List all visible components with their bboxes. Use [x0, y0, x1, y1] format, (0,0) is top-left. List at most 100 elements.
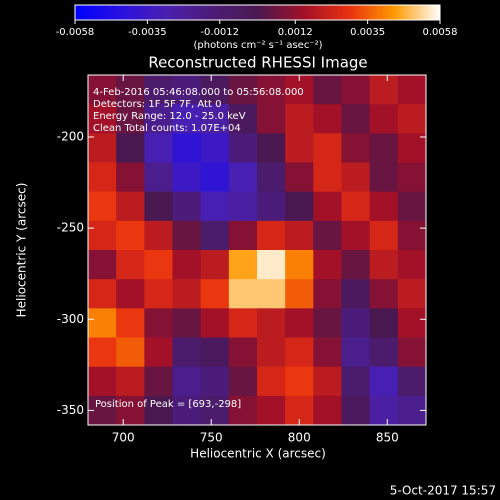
- heatmap-cell: [116, 250, 145, 280]
- heatmap-cell: [369, 162, 399, 193]
- heatmap-cell: [285, 220, 314, 251]
- heatmap-cell: [228, 337, 258, 368]
- heatmap-cell: [88, 191, 117, 222]
- heatmap-cell: [397, 250, 427, 280]
- heatmap-cell: [116, 133, 145, 163]
- heatmap-cell: [144, 366, 173, 397]
- heatmap-cell: [228, 250, 258, 280]
- heatmap-cell: [200, 337, 230, 368]
- heatmap-cell: [88, 75, 117, 105]
- heatmap-cell: [172, 279, 202, 309]
- chart-title: Reconstructed RHESSI Image: [148, 54, 367, 72]
- heatmap-cell: [144, 395, 173, 426]
- heatmap-cell: [257, 395, 286, 426]
- heatmap-cell: [228, 75, 258, 105]
- heatmap-cell: [88, 220, 117, 251]
- colorbar-tick-label: -0.0058: [56, 27, 95, 38]
- footer: 5-Oct-2017 15:57: [390, 484, 496, 498]
- annotation: Clean Total counts: 1.07E+04: [93, 123, 241, 134]
- heatmap-cell: [200, 104, 230, 134]
- heatmap-cell: [144, 162, 173, 193]
- heatmap-cell: [397, 220, 427, 251]
- heatmap-cell: [88, 133, 117, 163]
- heatmap-cell: [257, 250, 286, 280]
- heatmap-cell: [116, 395, 145, 426]
- annotation: 4-Feb-2016 05:46:08.000 to 05:56:08.000: [93, 87, 304, 98]
- heatmap-cell: [200, 162, 230, 193]
- heatmap-cell: [228, 220, 258, 251]
- heatmap-cell: [313, 366, 342, 397]
- heatmap-cell: [116, 104, 145, 134]
- heatmap-cell: [88, 104, 117, 134]
- colorbar: [74, 4, 441, 21]
- heatmap-cell: [200, 220, 230, 251]
- heatmap-cell: [200, 133, 230, 163]
- heatmap-cell: [341, 220, 371, 251]
- heatmap-cell: [369, 191, 399, 222]
- heatmap-cell: [172, 337, 202, 368]
- heatmap-cell: [116, 308, 145, 338]
- heatmap-cell: [88, 308, 117, 338]
- heatmap-cell: [397, 279, 427, 309]
- heatmap-cell: [200, 75, 230, 105]
- heatmap-cell: [257, 366, 286, 397]
- heatmap-cell: [369, 337, 399, 368]
- heatmap-cell: [257, 75, 286, 105]
- heatmap-cell: [313, 279, 342, 309]
- heatmap-cell: [313, 191, 342, 222]
- heatmap-cell: [144, 250, 173, 280]
- heatmap-cell: [313, 75, 342, 105]
- heatmap-cell: [313, 308, 342, 338]
- heatmap-cell: [144, 308, 173, 338]
- heatmap-cell: [313, 395, 342, 426]
- heatmap-cell: [116, 75, 145, 105]
- y-tick-label: -300: [57, 312, 84, 326]
- heatmap-cell: [257, 279, 286, 309]
- colorbar-tick-label: 0.0035: [350, 27, 385, 38]
- heatmap-cell: [341, 279, 371, 309]
- heatmap-cell: [397, 308, 427, 338]
- heatmap-cell: [397, 191, 427, 222]
- x-tick-label: 700: [112, 431, 135, 445]
- heatmap-cell: [228, 279, 258, 309]
- heatmap-cell: [172, 104, 202, 134]
- heatmap-cell: [369, 75, 399, 105]
- heatmap-cell: [144, 279, 173, 309]
- heatmap-cell: [285, 250, 314, 280]
- heatmap-cell: [369, 250, 399, 280]
- heatmap-cell: [285, 366, 314, 397]
- annotation: Detectors: 1F 5F 7F, Att 0: [93, 99, 221, 110]
- heatmap-cell: [144, 133, 173, 163]
- heatmap-cell: [285, 133, 314, 163]
- heatmap-cell: [88, 366, 117, 397]
- heatmap-cell: [88, 279, 117, 309]
- heatmap-cell: [228, 366, 258, 397]
- colorbar-tick-label: 0.0012: [278, 27, 313, 38]
- heatmap-cell: [341, 395, 371, 426]
- heatmap-cell: [313, 337, 342, 368]
- heatmap-cell: [285, 337, 314, 368]
- annotation: Energy Range: 12.0 - 25.0 keV: [93, 111, 246, 122]
- heatmap-cell: [257, 162, 286, 193]
- heatmap-cell: [116, 337, 145, 368]
- heatmap-cell: [228, 308, 258, 338]
- heatmap-cell: [369, 220, 399, 251]
- heatmap-cell: [285, 104, 314, 134]
- heatmap-cell: [172, 308, 202, 338]
- heatmap-cell: [200, 250, 230, 280]
- heatmap-cell: [172, 133, 202, 163]
- heatmap-cell: [397, 162, 427, 193]
- heatmap-cell: [341, 191, 371, 222]
- heatmap-cell: [397, 133, 427, 163]
- heatmap-cell: [313, 220, 342, 251]
- heatmap-cell: [341, 133, 371, 163]
- colorbar-tick-label: -0.0012: [200, 27, 239, 38]
- x-axis-label: Heliocentric X (arcsec): [190, 447, 326, 461]
- heatmap-cell: [257, 308, 286, 338]
- heatmap-cell: [369, 308, 399, 338]
- heatmap-cell: [116, 191, 145, 222]
- heatmap-cell: [200, 366, 230, 397]
- colorbar-tick-label: 0.0058: [423, 27, 458, 38]
- heatmap-cell: [116, 366, 145, 397]
- heatmap-cell: [369, 104, 399, 134]
